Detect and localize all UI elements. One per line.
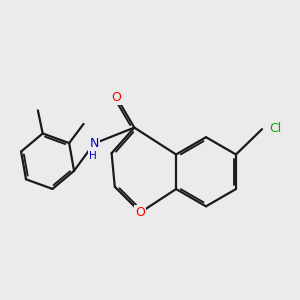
Text: N: N bbox=[89, 137, 99, 150]
Text: O: O bbox=[112, 91, 121, 104]
Text: Cl: Cl bbox=[269, 122, 281, 135]
Text: O: O bbox=[136, 206, 145, 219]
Text: H: H bbox=[89, 152, 97, 161]
